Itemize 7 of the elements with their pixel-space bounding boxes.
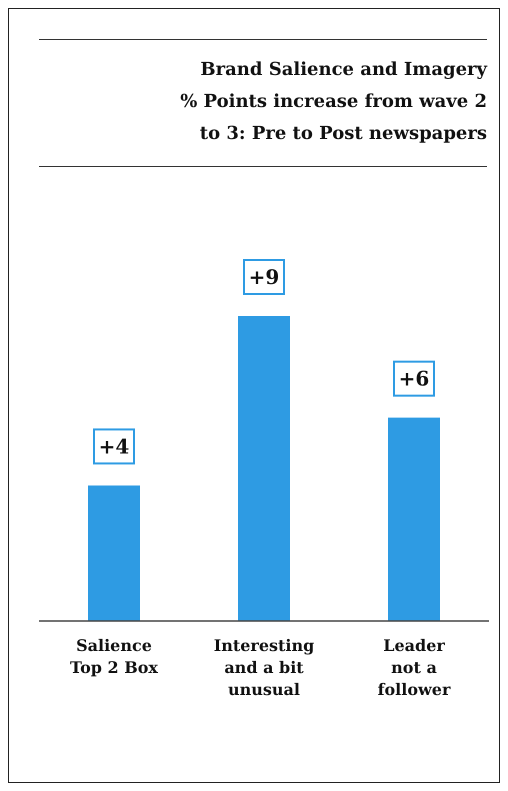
chart-title: Brand Salience and Imagery % Points increase from wave 2 to 3: Pre to Post newspapers <box>179 58 487 146</box>
data-label: +6 <box>398 366 430 391</box>
data-label: +4 <box>98 434 130 458</box>
x-tick-label: Leader not a follower <box>378 636 451 699</box>
data-label: +9 <box>248 265 280 289</box>
x-tick-label: Interesting and a bit unusual <box>214 636 314 699</box>
x-tick-label: Salience Top 2 Box <box>70 636 158 677</box>
